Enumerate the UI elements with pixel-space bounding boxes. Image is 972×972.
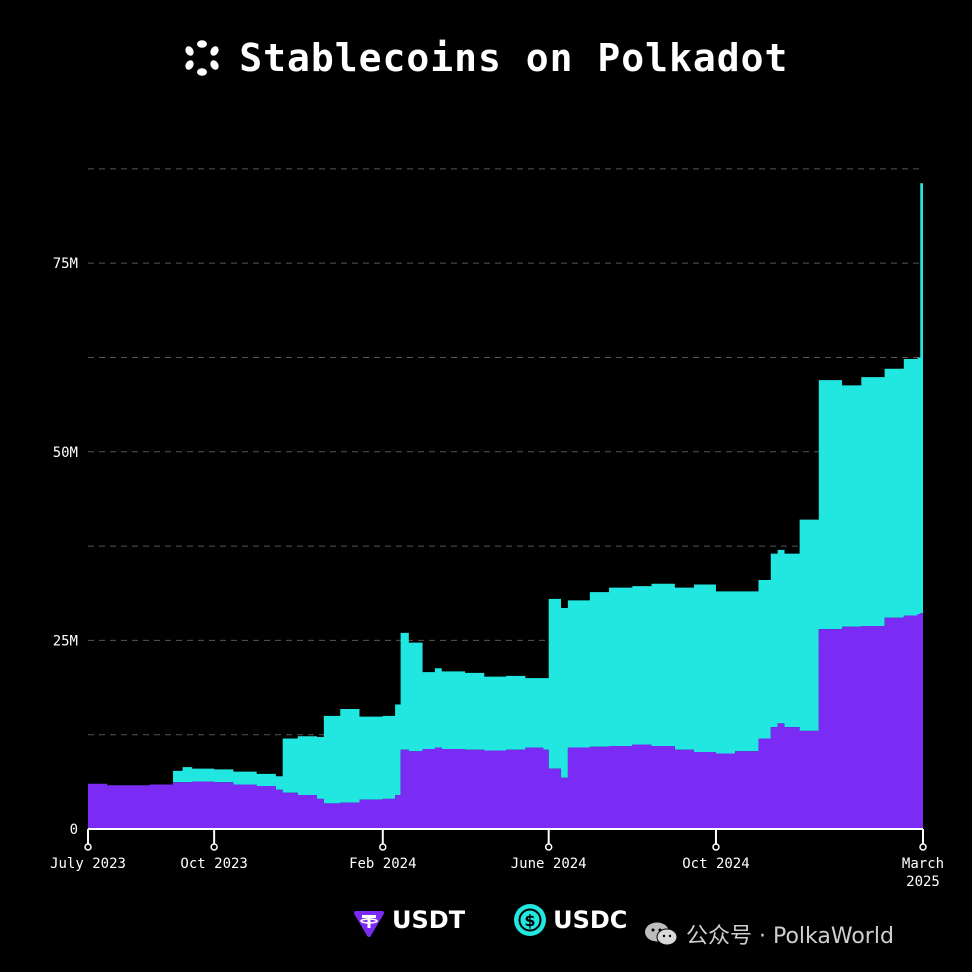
x-tick-dot xyxy=(210,843,218,851)
x-tick-label: July 2023 xyxy=(50,856,126,872)
legend-label-usdt: USDT xyxy=(392,906,466,934)
x-tick-label: Oct 2023 xyxy=(180,856,247,872)
x-tick-dot xyxy=(712,843,720,851)
x-tick-dot xyxy=(544,843,553,851)
chart-title: Stablecoins on Polkadot xyxy=(239,36,789,80)
tether-icon xyxy=(354,911,384,937)
usdc-icon: $ xyxy=(514,904,547,936)
chart-title-row: Stablecoins on Polkadot xyxy=(0,36,972,80)
watermark: 公众号 · PolkaWorld xyxy=(644,918,894,950)
wechat-icon xyxy=(645,922,678,946)
y-tick-label: 0 xyxy=(70,822,78,838)
x-tick-label: March xyxy=(902,856,944,872)
watermark-text: 公众号 · PolkaWorld xyxy=(686,924,894,949)
legend-label-usdc: USDC xyxy=(553,906,628,934)
svg-text:$: $ xyxy=(525,911,536,930)
polkadot-logo-icon xyxy=(184,40,219,76)
y-tick-label: 50M xyxy=(53,445,78,461)
chart-area: 0 25M 50M 75M July 2023 Oct 2023 Feb 2024 June … xyxy=(50,168,944,890)
legend-item-usdt: USDT xyxy=(352,903,465,937)
x-tick-dot xyxy=(919,843,927,851)
x-tick-label: Oct 2024 xyxy=(682,856,749,872)
y-tick-label: 25M xyxy=(53,633,78,649)
x-tick-dot xyxy=(84,843,92,851)
legend-item-usdc: $ USDC xyxy=(513,903,627,937)
x-tick-dot xyxy=(379,843,387,851)
series-area-usdt xyxy=(88,611,923,829)
x-tick-label: Feb 2024 xyxy=(349,856,416,872)
x-tick-label: June 2024 xyxy=(511,856,587,872)
series-area-usdc xyxy=(88,177,923,804)
chart-legend: USDT $ USDC xyxy=(352,898,675,942)
x-tick-label: 2025 xyxy=(906,874,940,890)
y-tick-label: 75M xyxy=(53,256,78,272)
